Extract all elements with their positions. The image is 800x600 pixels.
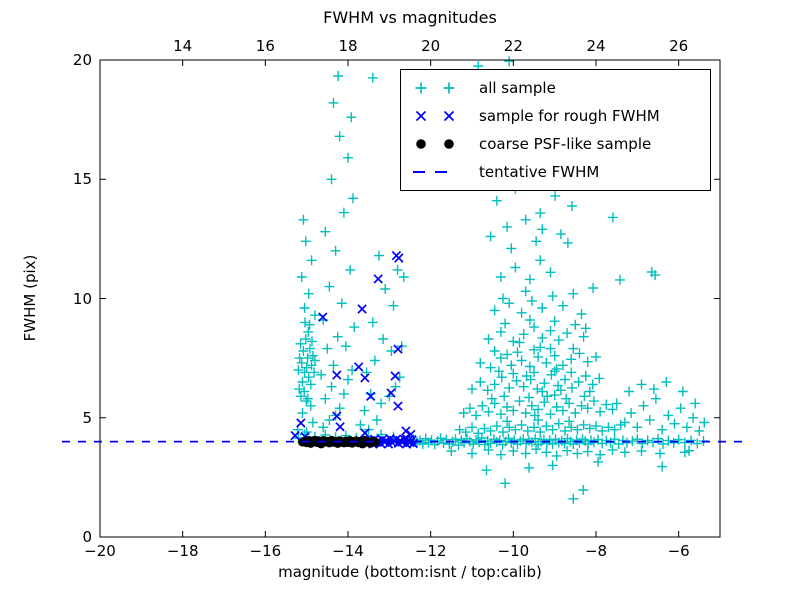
x-tick-label-bottom: −20 [84,542,116,560]
legend-entry: sample for rough FWHM [409,103,702,129]
legend-entry: coarse PSF-like sample [409,131,702,157]
legend-entry-label: coarse PSF-like sample [479,135,652,153]
x-tick-label-bottom: −18 [166,542,199,560]
legend-entry: tentative FWHM [409,159,702,185]
x-tick-label-top: 18 [338,37,358,55]
x-tick-label-top: 22 [503,37,523,55]
x-tick-label-bottom: −8 [584,542,608,560]
x-tick-label-top: 20 [421,37,441,55]
chart-title: FWHM vs magnitudes [323,8,497,27]
x-tick-label-bottom: −14 [332,542,364,560]
x-tick-label-top: 24 [586,37,606,55]
y-tick-label: 0 [82,528,92,546]
series-all-sample [292,56,710,504]
x-tick-label-bottom: −6 [667,542,690,560]
x-tick-label-bottom: −16 [249,542,282,560]
y-axis-label: FWHM (pix) [21,254,39,342]
dashed-line-legend-marker [413,171,447,173]
dot-legend-marker [416,139,454,149]
legend-entry-label: tentative FWHM [479,163,600,181]
x-tick-label-top: 16 [255,37,275,55]
x-tick-label-bottom: −12 [414,542,447,560]
x-axis-label: magnitude (bottom:isnt / top:calib) [278,563,542,581]
x-tick-label-top: 26 [669,37,689,55]
y-tick-label: 15 [72,170,92,189]
y-tick-label: 10 [72,289,92,308]
plus-legend-marker [415,82,455,94]
legend-entry: all sample [409,75,702,101]
x-legend-marker [415,110,455,122]
legend: all sample sample for rough FWHM coarse PS… [400,69,711,191]
legend-entry-label: sample for rough FWHM [479,107,660,125]
y-tick-label: 5 [82,408,92,427]
x-tick-label-top: 14 [173,37,193,55]
x-tick-label-bottom: −10 [497,542,530,560]
y-tick-label: 20 [72,51,92,69]
legend-entry-label: all sample [479,79,556,97]
